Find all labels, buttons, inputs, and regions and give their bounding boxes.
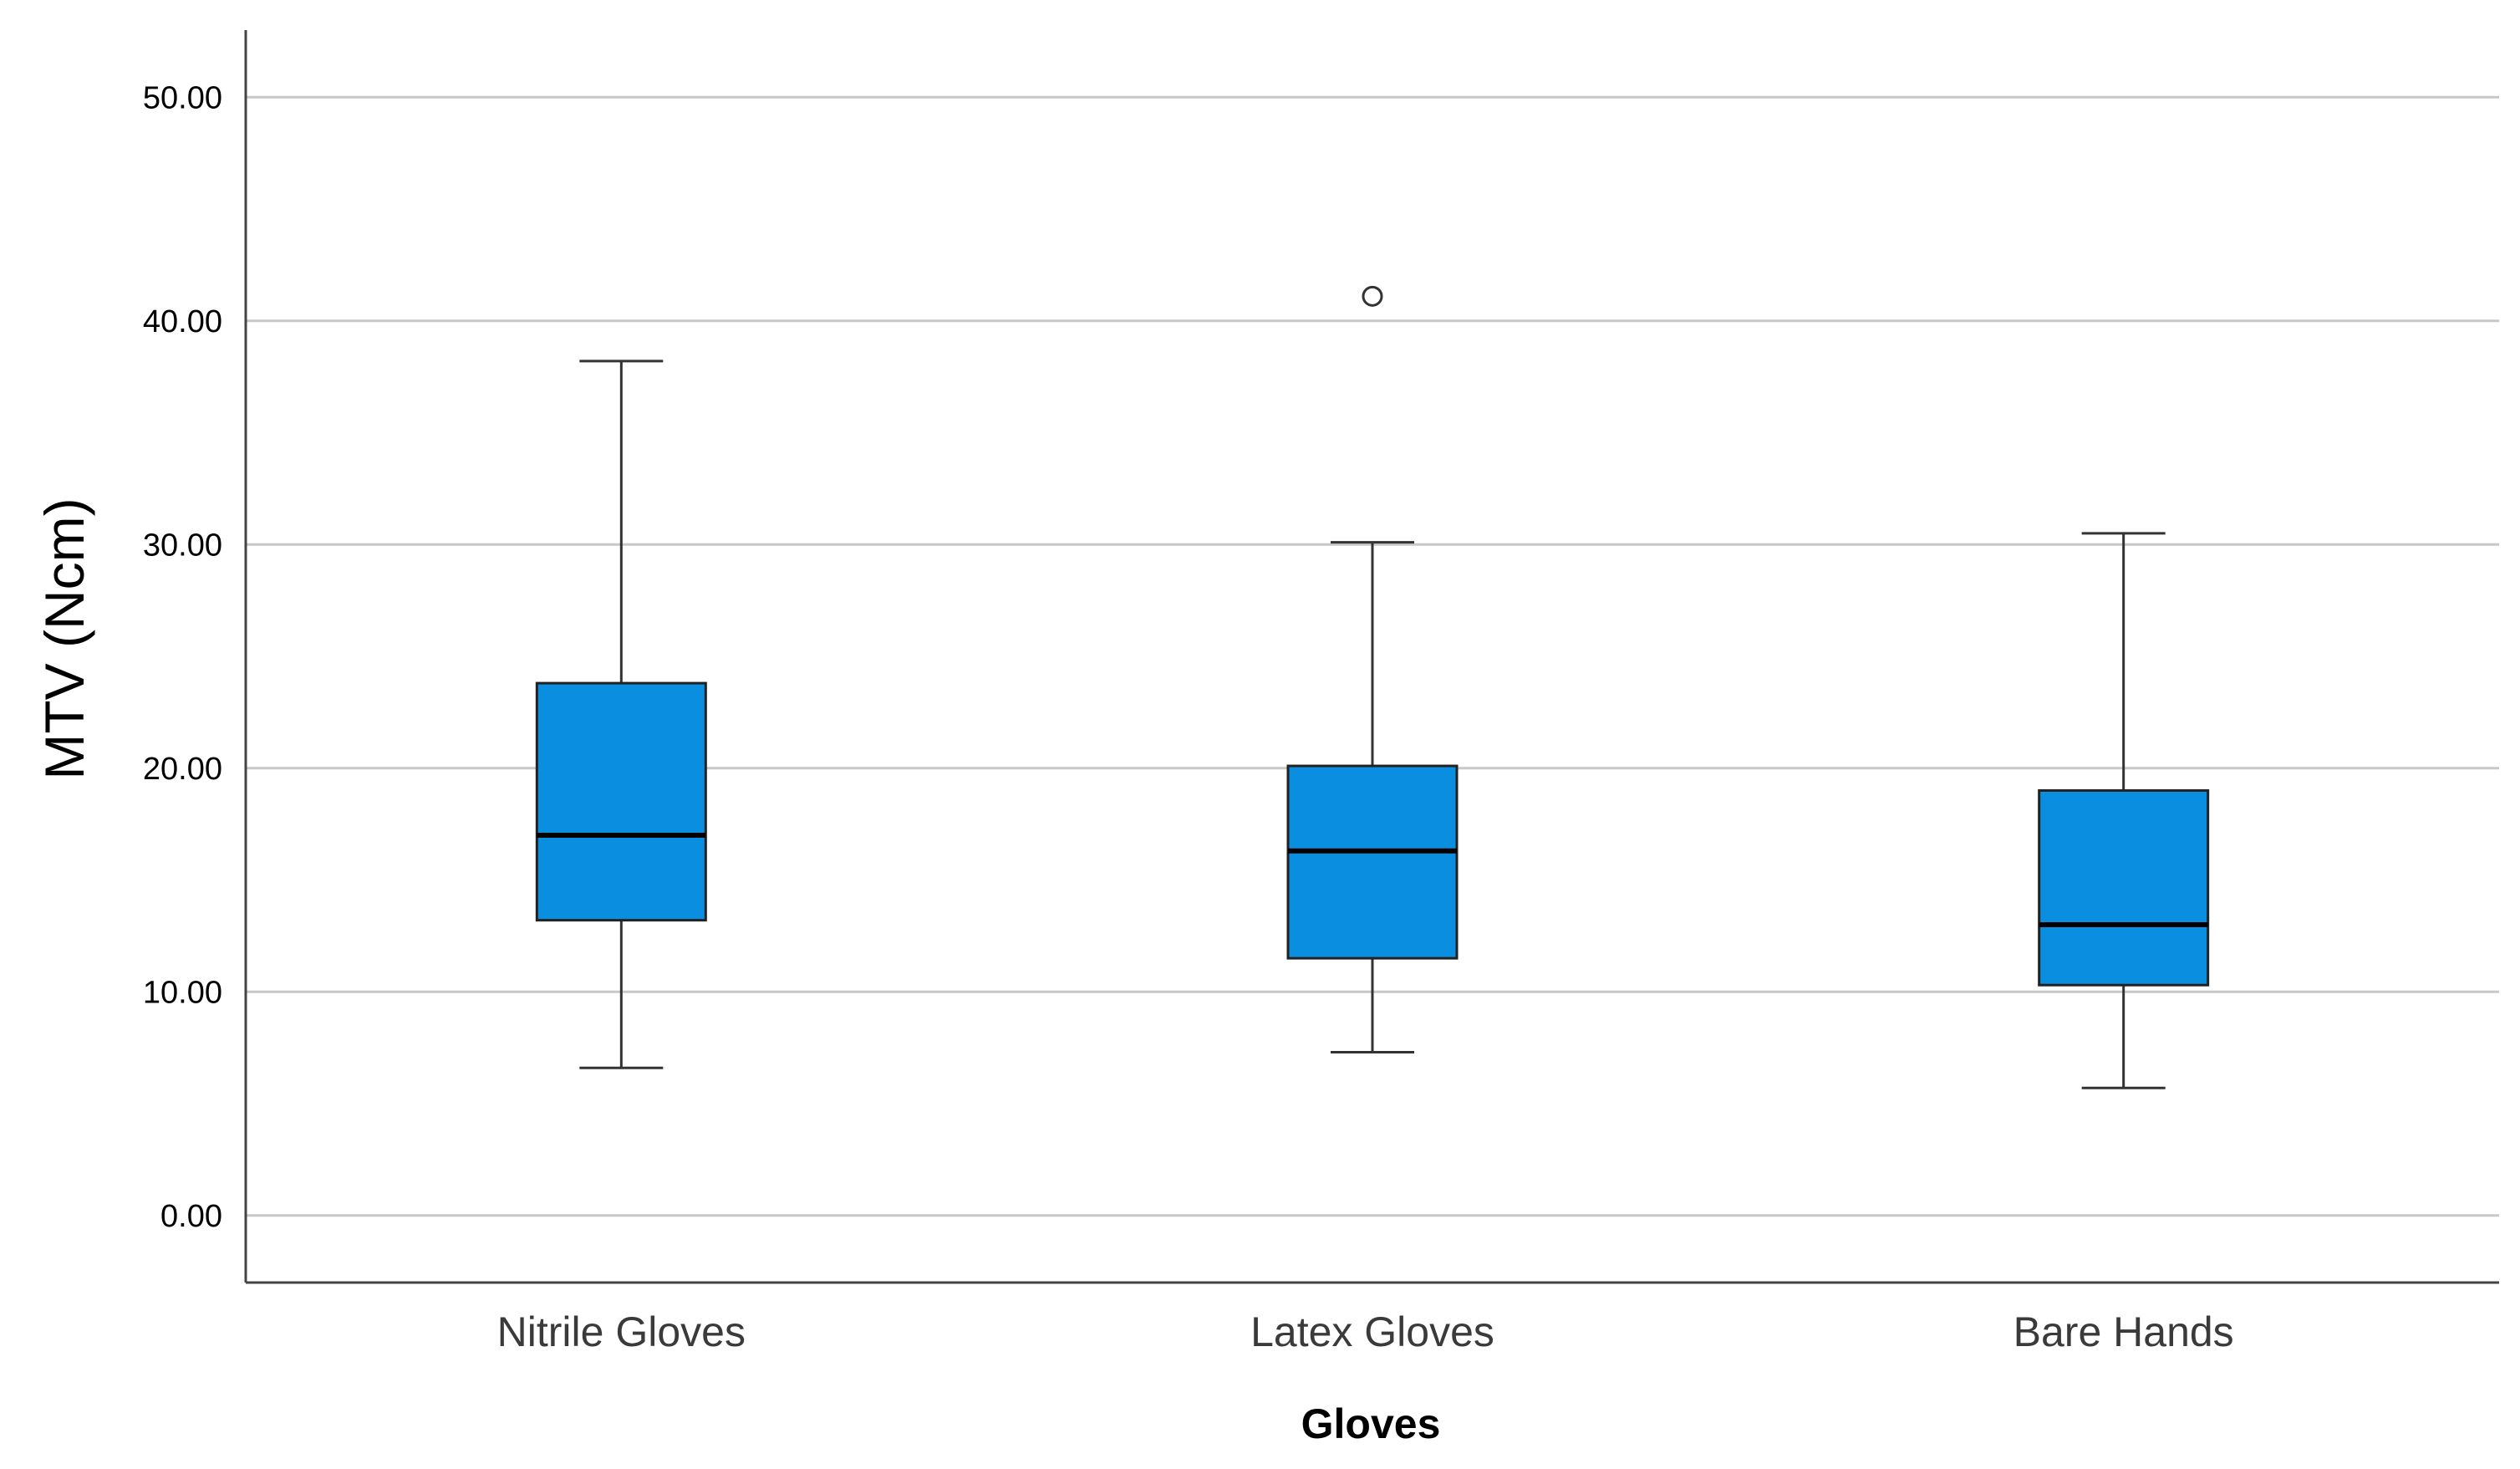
y-tick-label: 50.00 <box>143 80 222 115</box>
x-tick-label: Nitrile Gloves <box>497 1308 746 1355</box>
outlier-point <box>1362 285 1383 307</box>
y-tick-label: 0.00 <box>160 1199 222 1234</box>
y-tick-label: 30.00 <box>143 528 222 563</box>
iqr-box <box>1286 764 1459 960</box>
y-axis-title: MTV (Ncm) <box>33 497 95 779</box>
box-nitrile-gloves <box>535 360 707 1069</box>
iqr-box <box>535 681 707 922</box>
x-tick-label: Latex Gloves <box>1250 1308 1494 1355</box>
y-tick-label: 10.00 <box>143 975 222 1010</box>
y-tick-label: 40.00 <box>143 304 222 339</box>
box-series <box>535 285 2210 1089</box>
box-bare-hands <box>2038 532 2210 1089</box>
box-latex-gloves <box>1286 285 1459 1053</box>
x-tick-label: Bare Hands <box>2013 1308 2234 1355</box>
iqr-box <box>2038 789 2210 987</box>
x-axis-title: Gloves <box>1301 1400 1441 1447</box>
x-axis-ticks: Nitrile Gloves Latex Gloves Bare Hands <box>497 1308 2234 1355</box>
y-axis-ticks: 0.00 10.00 20.00 30.00 40.00 50.00 <box>143 80 222 1234</box>
y-tick-label: 20.00 <box>143 752 222 787</box>
